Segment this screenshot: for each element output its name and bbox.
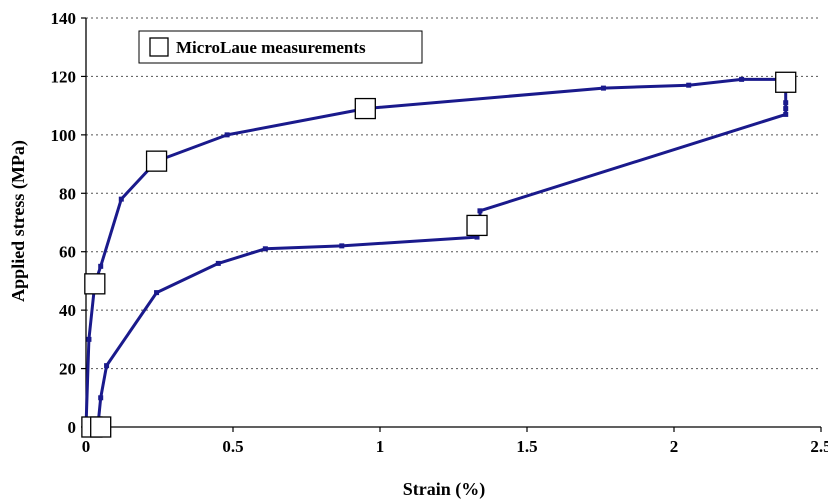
series-1-point — [98, 263, 104, 269]
y-tick-label: 120 — [51, 67, 77, 86]
data-lines — [83, 76, 789, 430]
legend-box — [138, 30, 423, 64]
series-2-point — [104, 363, 110, 369]
series-2-point — [474, 234, 480, 240]
axes — [81, 17, 822, 432]
series-2-point — [339, 243, 345, 249]
microlaue-marker — [145, 150, 168, 172]
series-2-point — [98, 395, 104, 401]
legend-label: MicroLaue measurements — [176, 38, 366, 57]
microlaue-marker — [354, 97, 376, 120]
legend-marker-square — [149, 37, 169, 57]
series-1-point — [600, 85, 606, 91]
y-tick-label: 80 — [59, 184, 76, 203]
microlaue-marker — [466, 214, 488, 237]
microlaue-marker — [84, 273, 106, 295]
microlaue-markers — [81, 71, 797, 438]
series-2-point — [154, 290, 160, 296]
y-axis-title: Applied stress (MPa) — [8, 140, 29, 302]
y-tick-label: 20 — [59, 360, 76, 379]
series-2-point — [783, 106, 789, 112]
series-1-point — [118, 196, 124, 202]
series-2-point — [783, 111, 789, 117]
y-tick-label: 0 — [68, 418, 77, 437]
y-tick-label: 60 — [59, 243, 76, 262]
x-tick-label: 0 — [82, 437, 91, 456]
series-2-point — [215, 260, 221, 266]
series-2-point — [783, 100, 789, 106]
series-2-point — [262, 246, 268, 252]
series-1-point — [86, 336, 92, 342]
microlaue-marker — [775, 71, 797, 93]
x-tick-label: 1.5 — [516, 437, 537, 456]
series-1-point — [224, 132, 230, 138]
series-1-point — [686, 82, 692, 88]
x-axis-title: Strain (%) — [403, 479, 486, 500]
x-tick-labels: 0 0.5 1 1.5 2 2.5 — [82, 437, 828, 456]
y-tick-label: 140 — [51, 9, 77, 28]
x-tick-label: 1 — [376, 437, 385, 456]
series-1-line — [84, 77, 788, 429]
series-1-point — [739, 76, 745, 82]
y-tick-label: 100 — [51, 126, 77, 145]
y-tick-label: 40 — [59, 301, 76, 320]
series-2-line — [96, 77, 788, 429]
y-tick-labels: 0 20 40 60 80 100 120 140 — [51, 9, 77, 437]
x-tick-label: 0.5 — [222, 437, 243, 456]
series-2-point — [477, 208, 483, 214]
microlaue-marker — [90, 416, 112, 438]
x-tick-label: 2.5 — [810, 437, 828, 456]
legend: MicroLaue measurements — [138, 30, 423, 64]
x-tick-label: 2 — [670, 437, 679, 456]
grid-lines — [86, 17, 821, 370]
